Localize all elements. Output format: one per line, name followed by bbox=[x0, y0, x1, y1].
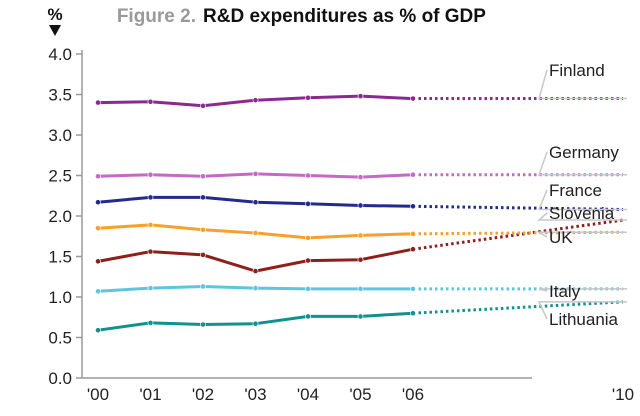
data-point bbox=[410, 171, 416, 178]
y-tick-label: 0.5 bbox=[48, 329, 72, 348]
label-leader bbox=[538, 69, 627, 100]
label-leader bbox=[537, 151, 627, 176]
data-point bbox=[200, 251, 206, 258]
data-point bbox=[305, 94, 311, 101]
label-leader bbox=[537, 301, 627, 320]
x-tick-label: '10 bbox=[612, 385, 634, 404]
series-label: France bbox=[549, 181, 602, 200]
x-tick-label: '06 bbox=[402, 385, 424, 404]
series-labels: Finland Germany France Slovenia UK Italy Lithu… bbox=[536, 61, 627, 329]
data-point bbox=[200, 226, 206, 233]
data-point bbox=[95, 199, 101, 206]
data-point bbox=[357, 93, 364, 100]
y-ticks: 0.0 0.5 1.0 1.5 2.0 2.5 3.0 3.5 4.0 bbox=[48, 45, 82, 388]
series-label: Germany bbox=[549, 143, 619, 162]
data-point bbox=[357, 232, 364, 239]
data-point bbox=[200, 173, 206, 180]
data-point bbox=[357, 202, 364, 209]
data-point bbox=[410, 246, 416, 253]
y-tick-label: 1.0 bbox=[48, 288, 72, 307]
data-point bbox=[147, 320, 154, 326]
data-point bbox=[200, 321, 206, 328]
unit-arrow-icon bbox=[49, 25, 61, 36]
data-point bbox=[410, 203, 416, 210]
series-line bbox=[97, 247, 414, 273]
data-point bbox=[252, 170, 259, 177]
data-point bbox=[305, 172, 311, 179]
y-tick-label: 3.5 bbox=[48, 86, 72, 105]
x-tick-label: '03 bbox=[244, 385, 266, 404]
data-point bbox=[95, 258, 101, 265]
data-point bbox=[95, 173, 101, 180]
label-leader bbox=[537, 212, 627, 221]
data-point bbox=[95, 99, 101, 106]
x-tick-label: '01 bbox=[139, 385, 161, 404]
y-tick-label: 1.5 bbox=[48, 248, 72, 267]
projection-line bbox=[412, 218, 624, 251]
data-point bbox=[95, 327, 101, 334]
data-point bbox=[252, 230, 259, 236]
projection-line bbox=[412, 204, 624, 212]
x-ticks: '00 '01 '02 '03 '04 '05 '06 '10 bbox=[87, 385, 634, 404]
figure-label: Figure 2. bbox=[117, 6, 196, 27]
data-point bbox=[305, 200, 311, 207]
series-label: Slovenia bbox=[549, 204, 615, 223]
data-point bbox=[410, 95, 416, 102]
y-tick-label: 2.5 bbox=[48, 167, 72, 186]
y-tick-label: 3.0 bbox=[48, 126, 72, 145]
label-leader bbox=[538, 288, 627, 292]
x-tick-label: '04 bbox=[297, 385, 319, 404]
x-tick-label: '05 bbox=[349, 385, 371, 404]
data-point bbox=[252, 97, 259, 104]
data-point bbox=[357, 174, 364, 181]
data-point bbox=[305, 285, 311, 292]
data-point bbox=[252, 320, 259, 327]
series-label: Lithuania bbox=[549, 310, 619, 329]
chart-title: R&D expenditures as % of GDP bbox=[203, 6, 486, 27]
data-point bbox=[252, 268, 259, 274]
data-point bbox=[305, 234, 311, 241]
unit-label: % bbox=[47, 5, 62, 24]
series-label: UK bbox=[549, 228, 573, 247]
y-tick-label: 0.0 bbox=[48, 369, 72, 388]
label-leader bbox=[536, 231, 627, 238]
data-point bbox=[147, 194, 154, 201]
data-point bbox=[147, 248, 154, 255]
y-tick-label: 2.0 bbox=[48, 207, 72, 226]
data-point bbox=[147, 285, 154, 291]
data-point bbox=[410, 285, 416, 292]
projection-line bbox=[412, 230, 624, 236]
data-point bbox=[147, 98, 154, 105]
data-point bbox=[252, 285, 259, 291]
series-group bbox=[95, 93, 624, 334]
data-point bbox=[357, 256, 364, 263]
x-tick-label: '00 bbox=[87, 385, 109, 404]
data-point bbox=[357, 285, 364, 292]
data-point bbox=[357, 313, 364, 320]
series-label: Finland bbox=[549, 61, 605, 80]
data-point bbox=[95, 225, 101, 232]
data-point bbox=[252, 199, 259, 206]
data-point bbox=[147, 222, 154, 228]
data-point bbox=[410, 230, 416, 237]
label-leader bbox=[537, 189, 627, 211]
data-point bbox=[200, 283, 206, 290]
x-tick-label: '02 bbox=[192, 385, 214, 404]
data-point bbox=[200, 194, 206, 201]
data-point bbox=[410, 310, 416, 317]
data-point bbox=[95, 288, 101, 295]
projection-line bbox=[412, 300, 624, 315]
data-point bbox=[200, 102, 206, 109]
series-label: Italy bbox=[549, 282, 581, 301]
data-point bbox=[305, 313, 311, 320]
data-point bbox=[147, 171, 154, 178]
y-tick-label: 4.0 bbox=[48, 45, 72, 64]
data-point bbox=[305, 257, 311, 264]
